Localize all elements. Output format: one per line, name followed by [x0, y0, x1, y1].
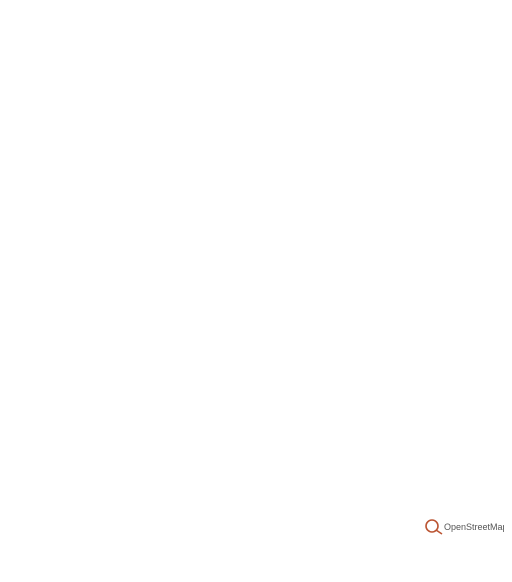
- elevation-map[interactable]: [0, 0, 512, 540]
- osm-logo-text: OpenStreetMap: [444, 522, 504, 532]
- elevation-legend: [0, 556, 512, 582]
- legend-swatches: [2, 556, 510, 568]
- osm-logo: OpenStreetMap: [424, 517, 504, 540]
- map-canvas: [0, 0, 512, 540]
